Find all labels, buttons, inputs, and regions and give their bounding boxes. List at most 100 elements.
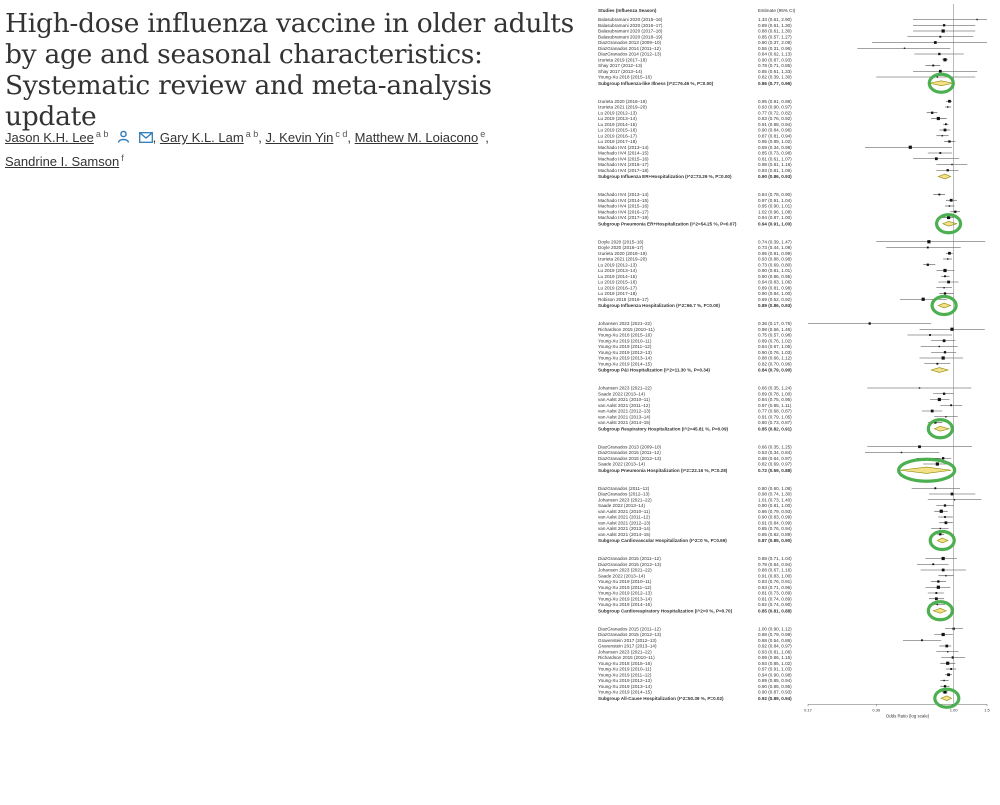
point-square — [926, 263, 929, 266]
study-estimate: 0.66 (0.35, 1.25) — [758, 444, 792, 449]
affiliation-sup: e — [480, 128, 486, 139]
person-icon[interactable] — [117, 127, 130, 150]
study-estimate: 0.68 (0.54, 0.86) — [758, 638, 792, 643]
highlight-ring — [897, 457, 957, 483]
study-label: Young-Xu 2019 (2011–12) — [598, 585, 652, 590]
subgroup-label: Subgroup Influenza ER+Hospitalization (I… — [598, 174, 732, 179]
study-estimate: 1.01 (0.73, 1.40) — [758, 497, 792, 502]
highlight-ring — [930, 294, 958, 317]
study-label: Machado IIV4 (2016–17) — [598, 209, 649, 214]
author-separator: , — [485, 130, 489, 145]
point-square — [934, 157, 938, 161]
study-estimate: 0.93 (0.85, 1.02) — [758, 661, 792, 666]
author-link[interactable]: Gary K.L. Lam — [159, 130, 244, 145]
study-label: Saade 2022 (2013–14) — [598, 462, 645, 467]
point-square — [943, 292, 947, 295]
study-estimate: 0.82 (0.70, 0.96) — [758, 361, 792, 366]
point-square — [946, 215, 951, 220]
study-estimate: 0.88 (0.67, 1.16) — [758, 568, 792, 573]
study-label: Johansen 2023 (2021–22) — [598, 568, 652, 573]
study-estimate: 0.81 (0.61, 1.07) — [758, 156, 792, 161]
subgroup-label: Subgroup Pneumonia Hospitalization (I^2=… — [598, 468, 728, 473]
point-square — [941, 632, 945, 637]
study-label: Lu 2019 (2013–14) — [598, 268, 637, 273]
study-label: van Aalst 2021 (2010–11) — [598, 397, 650, 402]
point-square — [938, 52, 941, 56]
subgroup-label: Subgroup Cardiorespiratory Hospitalizati… — [598, 608, 733, 613]
point-square — [938, 193, 941, 196]
study-label: Balasubramani 2020 (2015–16) — [598, 17, 663, 22]
point-square — [951, 163, 953, 166]
point-square — [939, 35, 942, 38]
point-square — [921, 639, 923, 642]
author-link[interactable]: Jason K.H. Lee — [5, 130, 94, 145]
study-estimate: 0.88 (0.61, 1.30) — [758, 29, 792, 34]
study-estimate: 0.85 (0.76, 0.94) — [758, 526, 792, 531]
point-square — [941, 556, 945, 561]
study-label: Balasubramani 2020 (2017–18) — [598, 29, 663, 34]
study-label: Balasubramani 2020 (2018–19) — [598, 34, 663, 39]
study-label: Lu 2019 (2017–18) — [598, 291, 637, 296]
point-square — [947, 258, 949, 260]
study-estimate: 0.84 (0.78, 0.90) — [758, 192, 792, 197]
author-separator: , — [152, 130, 160, 145]
study-estimate: 0.89 (0.61, 1.30) — [758, 23, 792, 28]
study-estimate: 0.93 (0.81, 1.06) — [758, 168, 792, 173]
point-square — [948, 205, 951, 207]
study-label: Young-Xu 2019 (2010–11) — [598, 338, 652, 343]
point-square — [944, 516, 946, 518]
author-link[interactable]: Sandrine I. Samson — [5, 154, 120, 170]
point-square — [951, 656, 954, 659]
study-estimate: 0.95 (0.91, 0.98) — [758, 99, 792, 104]
study-label: Young-Xu 2019 (2012–13) — [598, 678, 652, 683]
study-label: van Aalst 2021 (2012–13) — [598, 520, 651, 525]
subgroup-estimate: 0.87 (0.85, 0.90) — [758, 538, 792, 543]
study-label: Richardson 2015 (2010–11) — [598, 655, 655, 660]
point-square — [939, 527, 942, 530]
subgroup-label: Subgroup Cardiovascular Hospitalization … — [598, 538, 727, 543]
study-label: DiazGranados (2012–13) — [598, 492, 650, 497]
point-square — [903, 47, 906, 49]
point-square — [942, 339, 946, 343]
study-label: Johansen 2023 (2021–22) — [598, 497, 652, 502]
study-estimate: 0.90 (0.85, 0.95) — [758, 684, 792, 689]
point-square — [948, 251, 951, 255]
subgroup-estimate: 0.86 (0.77, 0.96) — [758, 81, 792, 86]
author-link[interactable]: J. Kevin Yin — [265, 130, 334, 145]
subgroup-estimate: 0.94 (0.91, 1.00) — [758, 221, 792, 226]
forest-header-studies: Studies (Influenza Season) — [598, 8, 657, 13]
study-estimate: 0.85 (0.57, 1.27) — [758, 34, 792, 39]
study-estimate: 0.95 (0.91, 0.99) — [758, 251, 792, 256]
study-label: DiazGranados 2015 (2012–13) — [598, 632, 662, 637]
point-square — [926, 246, 929, 249]
study-estimate: 0.78 (0.71, 0.85) — [758, 63, 792, 68]
study-label: Young-Xu 2019 (2013–14) — [598, 596, 652, 601]
point-square — [943, 128, 947, 132]
study-label: Johansen 2023 (2021–22) — [598, 386, 652, 391]
study-label: Young-Xu 2019 (2014–15) — [598, 361, 652, 366]
study-estimate: 0.78 (0.64, 0.94) — [758, 562, 792, 567]
point-square — [930, 409, 934, 413]
subgroup-estimate: 0.85 (0.82, 0.91) — [758, 426, 792, 431]
point-square — [936, 76, 939, 78]
study-estimate: 0.85 (0.82, 0.89) — [758, 532, 792, 537]
affiliation-sup: a b — [245, 128, 259, 139]
study-label: Young-Xu 2018 (2015–16) — [598, 75, 652, 80]
subgroup-diamond — [929, 80, 954, 86]
point-square — [942, 457, 945, 460]
envelope-icon[interactable] — [138, 127, 153, 150]
study-estimate: 0.93 (0.90, 0.97) — [758, 105, 792, 110]
x-tick-label: 1.00 — [950, 707, 959, 712]
study-label: Machado IIV4 (2015–16) — [598, 156, 649, 161]
study-label: Machado IIV4 (2014–15) — [598, 151, 649, 156]
highlight-ring — [926, 600, 954, 622]
point-square — [939, 152, 942, 154]
point-square — [935, 592, 938, 594]
study-estimate: 0.97 (0.91, 1.03) — [758, 667, 792, 672]
author-list: Jason K.H. Lee a b , Gary K.L. Lam a b, J.… — [5, 126, 565, 173]
study-label: Young-Xu 2019 (2013–14) — [598, 684, 652, 689]
study-estimate: 0.98 (0.74, 1.30) — [758, 492, 792, 497]
study-estimate: 0.82 (0.74, 0.90) — [758, 602, 792, 607]
subgroup-label: Subgroup Influenza-like Illness (I^2=76.… — [598, 81, 714, 86]
author-link[interactable]: Matthew M. Loiacono — [354, 130, 479, 145]
